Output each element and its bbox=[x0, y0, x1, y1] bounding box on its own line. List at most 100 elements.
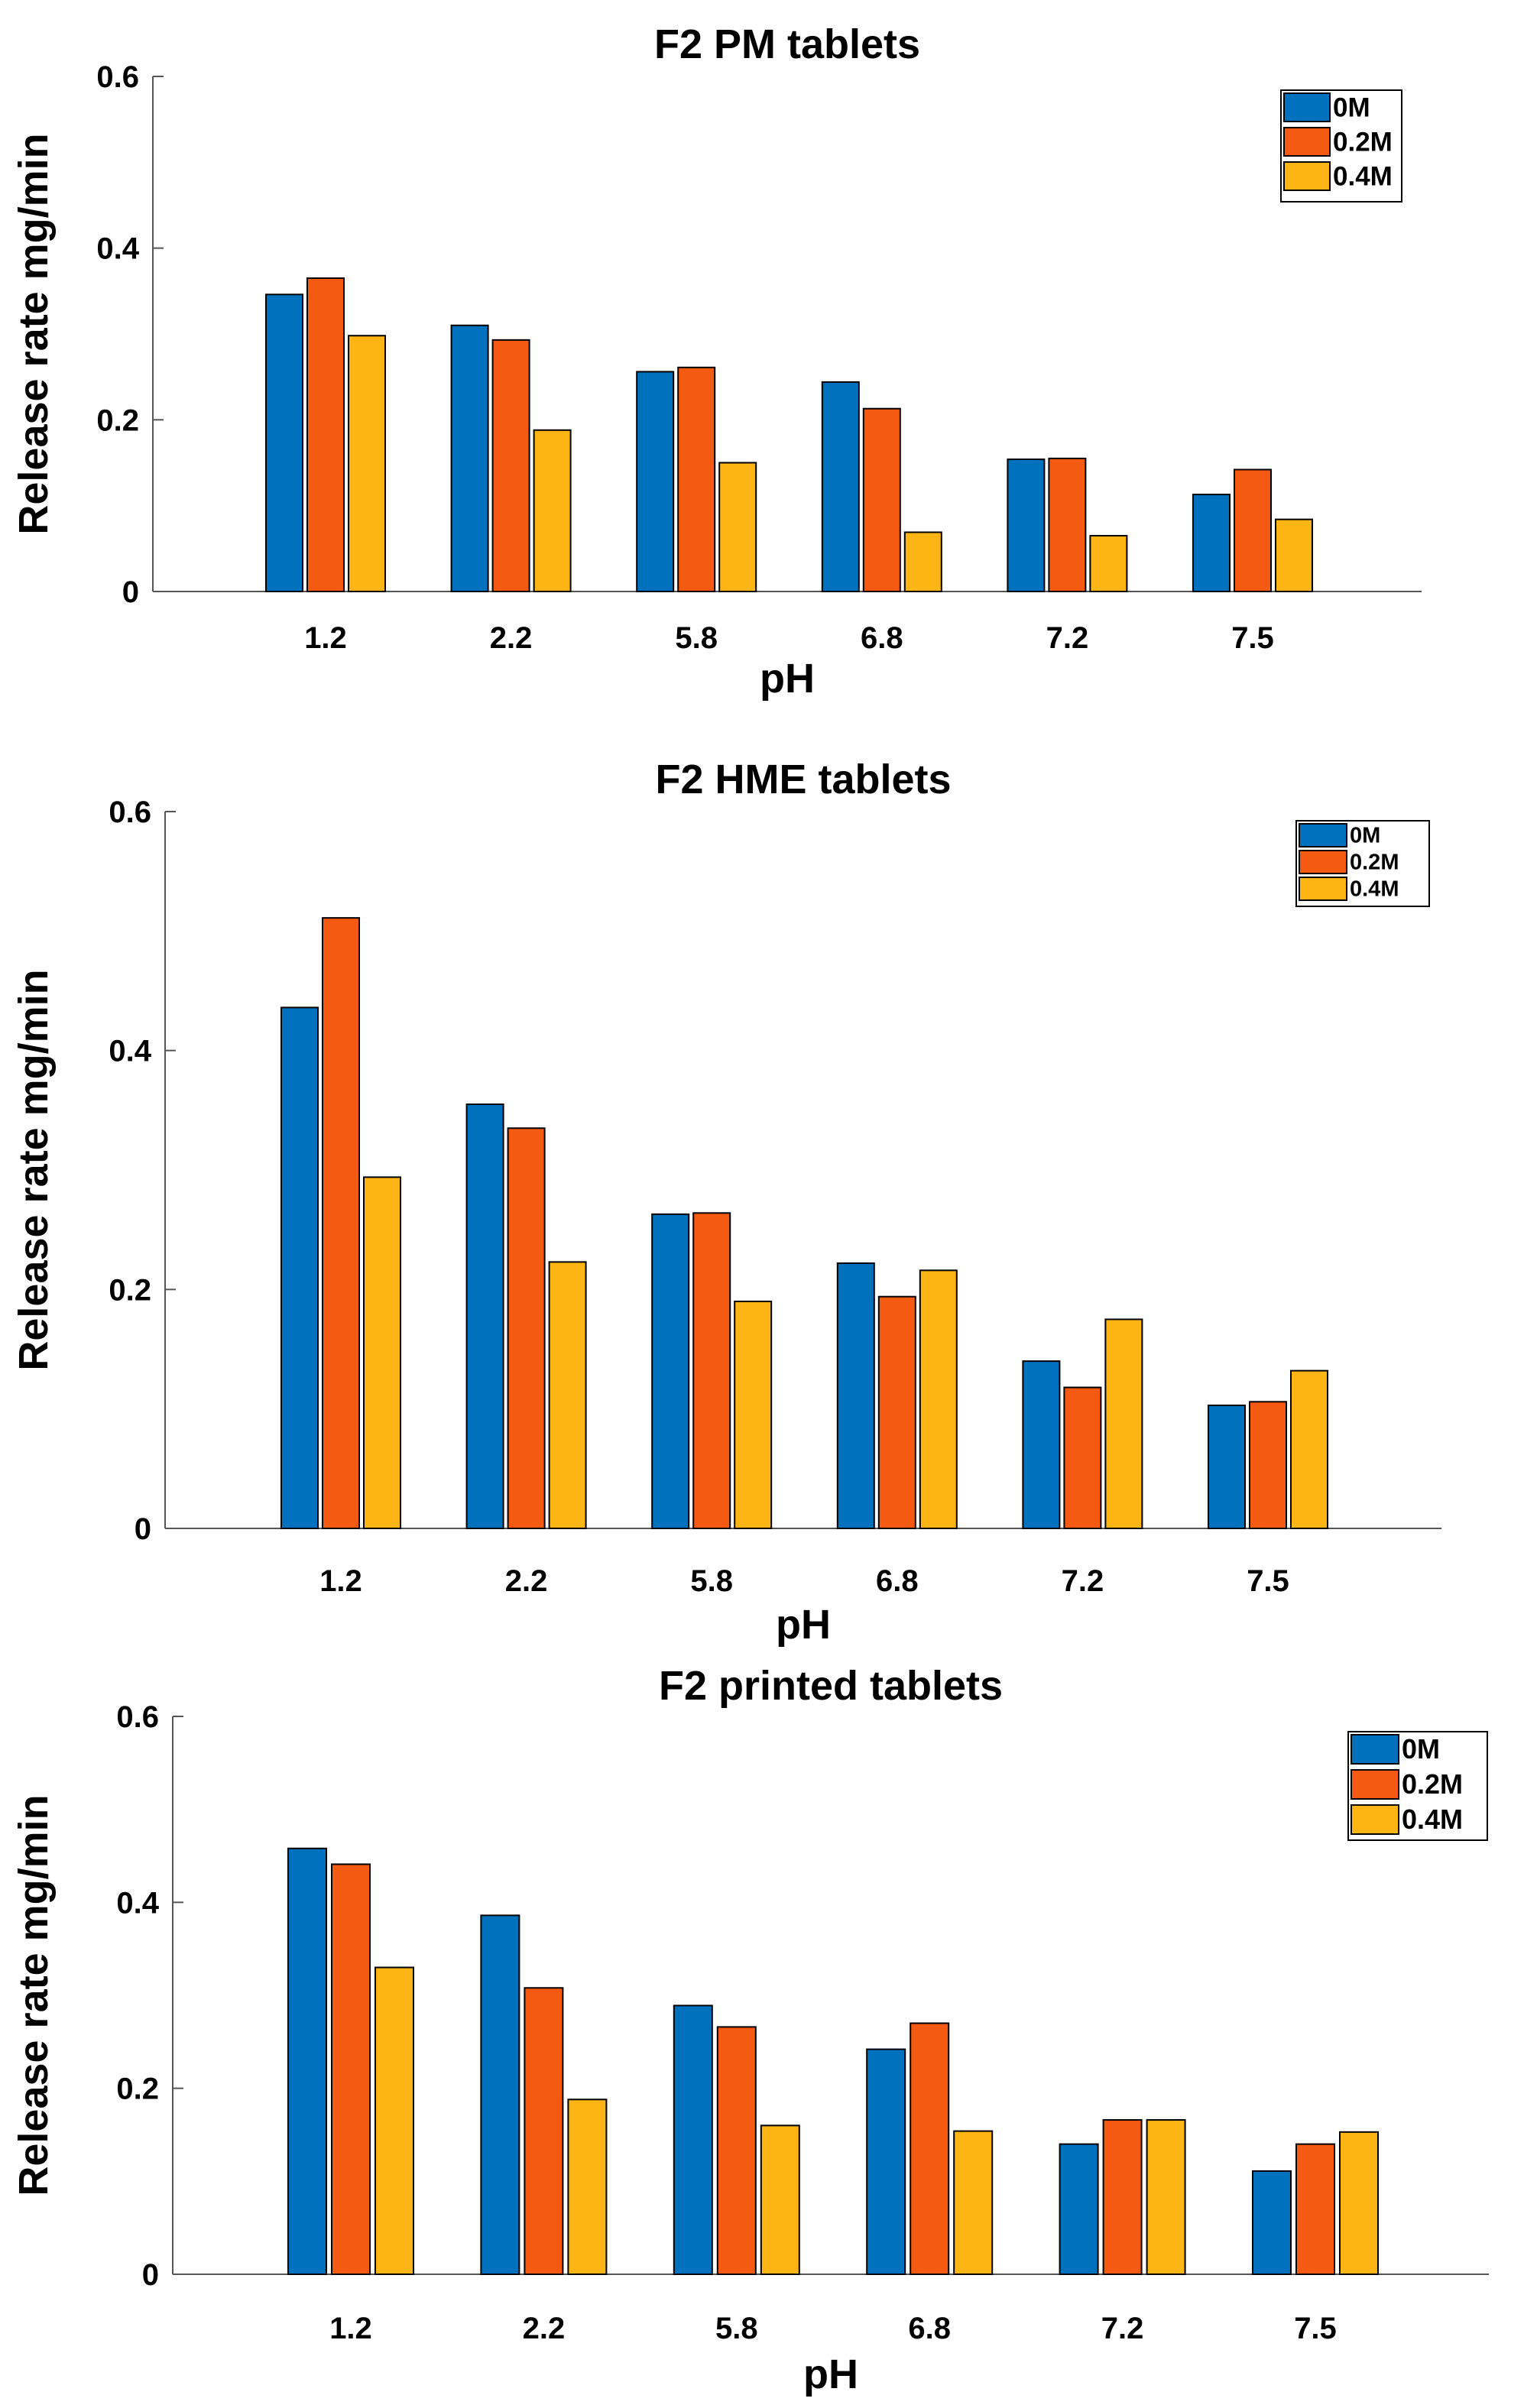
bar-printed-04M-ph75 bbox=[1339, 2131, 1379, 2275]
bar-pm-0M-ph72 bbox=[1007, 459, 1046, 592]
bar-hme-02M-ph22 bbox=[507, 1127, 546, 1529]
y-tick-label: 0.2 bbox=[96, 403, 139, 437]
bar-hme-04M-ph75 bbox=[1290, 1369, 1328, 1530]
x-tick-label: 1.2 bbox=[329, 2312, 372, 2345]
bar-pm-04M-ph75 bbox=[1275, 518, 1313, 593]
bar-hme-04M-ph58 bbox=[734, 1300, 773, 1529]
chart-panel-hme: F2 HME tablets 0 0.2 0.4 0.6 Release rate mg/… bbox=[0, 749, 1524, 1651]
x-tick-label: 5.8 bbox=[715, 2312, 758, 2345]
x-tick-label: 6.8 bbox=[861, 621, 903, 655]
chart-hme: F2 HME tablets 0 0.2 0.4 0.6 Release rate mg/… bbox=[11, 757, 1441, 1648]
bar-printed-04M-ph22 bbox=[567, 2098, 608, 2275]
x-tick-label: 5.8 bbox=[690, 1564, 733, 1598]
bar-printed-04M-ph72 bbox=[1146, 2119, 1186, 2275]
legend-label: 0.2M bbox=[1402, 1768, 1463, 1800]
x-tick-label: 7.2 bbox=[1101, 2312, 1144, 2345]
legend-swatch-0M bbox=[1351, 1734, 1399, 1765]
bar-hme-0M-ph22 bbox=[465, 1104, 504, 1529]
x-axis-label: pH bbox=[776, 1602, 831, 1648]
bar-pm-0M-ph58 bbox=[636, 371, 675, 592]
bar-pm-0M-ph22 bbox=[450, 324, 489, 592]
x-tick-label: 7.5 bbox=[1247, 1564, 1289, 1598]
x-tick-label: 5.8 bbox=[675, 621, 718, 655]
bar-pm-02M-ph22 bbox=[491, 339, 530, 592]
y-tick-label: 0.6 bbox=[96, 60, 139, 94]
y-tick-label: 0 bbox=[122, 575, 139, 609]
chart-title: F2 PM tablets bbox=[654, 21, 920, 67]
bar-hme-02M-ph68 bbox=[877, 1295, 916, 1529]
legend-swatch-0M bbox=[1283, 92, 1331, 122]
bar-hme-04M-ph68 bbox=[919, 1269, 958, 1529]
bar-hme-0M-ph12 bbox=[280, 1006, 319, 1529]
x-tick-label: 6.8 bbox=[876, 1564, 919, 1598]
y-tick-label: 0.4 bbox=[109, 1035, 151, 1068]
bar-hme-04M-ph72 bbox=[1104, 1318, 1143, 1530]
bar-pm-04M-ph68 bbox=[903, 531, 942, 592]
x-tick-label: 2.2 bbox=[523, 2312, 566, 2345]
x-axis-label: pH bbox=[803, 2351, 858, 2397]
chart-panel-pm: F2 PM tablets 0 0.2 0.4 0.6 Release rate mg/m… bbox=[0, 0, 1524, 734]
bar-hme-04M-ph12 bbox=[363, 1176, 401, 1529]
bar-hme-02M-ph75 bbox=[1249, 1401, 1287, 1530]
chart-title: F2 printed tablets bbox=[659, 1663, 1003, 1709]
chart-panel-printed: F2 printed tablets 0 0.2 0.4 0.6 Release rate… bbox=[0, 1658, 1524, 2408]
bar-pm-0M-ph68 bbox=[821, 381, 860, 592]
legend-label: 0.4M bbox=[1350, 877, 1399, 902]
legend-swatch-0M bbox=[1299, 823, 1347, 847]
legend-label: 0.2M bbox=[1350, 851, 1399, 875]
x-tick-label: 7.2 bbox=[1062, 1564, 1104, 1598]
bar-pm-02M-ph75 bbox=[1234, 468, 1272, 593]
legend-label: 0.4M bbox=[1402, 1804, 1463, 1835]
x-tick-label: 1.2 bbox=[319, 1564, 362, 1598]
y-tick-label: 0.4 bbox=[116, 1886, 159, 1920]
bar-printed-0M-ph68 bbox=[866, 2048, 906, 2275]
bar-printed-02M-ph22 bbox=[524, 1987, 564, 2275]
y-tick-label: 0.6 bbox=[116, 1700, 159, 1734]
y-axis-label: Release rate mg/min bbox=[11, 969, 57, 1370]
y-tick-label: 0.4 bbox=[96, 232, 139, 266]
bar-pm-02M-ph72 bbox=[1048, 457, 1087, 593]
legend-label: 0.4M bbox=[1333, 161, 1393, 191]
x-tick-label: 7.5 bbox=[1294, 2312, 1337, 2345]
legend-swatch-02M bbox=[1351, 1769, 1399, 1800]
bar-printed-02M-ph58 bbox=[716, 2026, 757, 2275]
x-tick-label: 7.5 bbox=[1231, 621, 1274, 655]
bar-pm-02M-ph68 bbox=[862, 407, 901, 592]
bar-printed-02M-ph75 bbox=[1295, 2143, 1335, 2276]
bar-printed-04M-ph58 bbox=[760, 2124, 800, 2275]
bar-printed-0M-ph12 bbox=[287, 1847, 327, 2275]
legend-swatch-02M bbox=[1283, 127, 1331, 157]
bar-pm-04M-ph58 bbox=[718, 462, 757, 592]
bar-pm-04M-ph12 bbox=[348, 335, 386, 592]
legend-label: 0M bbox=[1350, 824, 1380, 848]
legend-swatch-04M bbox=[1299, 877, 1347, 901]
bar-printed-0M-ph72 bbox=[1059, 2143, 1099, 2276]
bar-hme-0M-ph72 bbox=[1022, 1360, 1061, 1530]
bar-printed-04M-ph68 bbox=[953, 2130, 994, 2276]
bar-printed-02M-ph72 bbox=[1102, 2119, 1143, 2275]
legend-label: 0.2M bbox=[1333, 127, 1393, 157]
chart-printed: F2 printed tablets 0 0.2 0.4 0.6 Release rate… bbox=[11, 1663, 1489, 2397]
bar-pm-0M-ph12 bbox=[265, 293, 303, 592]
bar-hme-02M-ph58 bbox=[692, 1212, 731, 1530]
bar-pm-0M-ph75 bbox=[1192, 494, 1231, 593]
y-tick-label: 0 bbox=[142, 2258, 159, 2292]
bar-hme-04M-ph22 bbox=[548, 1261, 587, 1529]
y-axis-label: Release rate mg/min bbox=[11, 133, 57, 534]
bar-pm-02M-ph12 bbox=[306, 277, 345, 592]
bar-printed-0M-ph58 bbox=[673, 2005, 713, 2275]
y-axis-label: Release rate mg/min bbox=[11, 1794, 57, 2196]
y-tick-label: 0.6 bbox=[109, 796, 151, 829]
bar-printed-0M-ph22 bbox=[480, 1914, 520, 2275]
legend-swatch-02M bbox=[1299, 850, 1347, 874]
legend-swatch-04M bbox=[1283, 161, 1331, 191]
x-tick-label: 6.8 bbox=[908, 2312, 951, 2345]
bar-pm-02M-ph58 bbox=[677, 366, 716, 592]
y-tick-label: 0.2 bbox=[109, 1273, 151, 1307]
x-tick-label: 2.2 bbox=[490, 621, 533, 655]
chart-title: F2 HME tablets bbox=[655, 757, 951, 802]
bar-hme-0M-ph75 bbox=[1208, 1404, 1246, 1530]
bar-printed-0M-ph75 bbox=[1252, 2170, 1292, 2276]
bar-hme-02M-ph72 bbox=[1063, 1386, 1102, 1529]
bar-hme-0M-ph58 bbox=[651, 1213, 690, 1529]
